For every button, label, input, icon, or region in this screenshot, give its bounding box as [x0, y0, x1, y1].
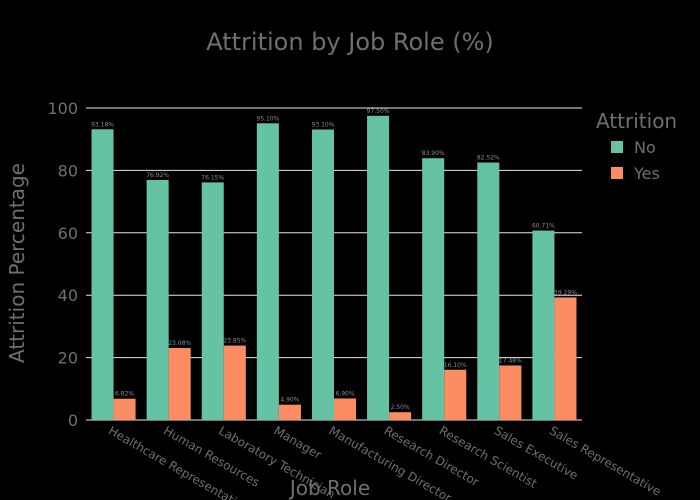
bar-yes-7 — [499, 365, 522, 420]
legend: Attrition No Yes — [596, 109, 677, 183]
bar-no-2 — [201, 182, 224, 420]
data-label: 39.29% — [554, 289, 577, 296]
y-axis-title: Attrition Percentage — [5, 163, 29, 363]
legend-label-yes: Yes — [633, 164, 660, 183]
y-axis-ticks: 0 20 40 60 80 100 — [47, 99, 78, 430]
x-axis-title: Job Role — [288, 476, 370, 500]
chart-title: Attrition by Job Role (%) — [206, 28, 494, 56]
data-label: 16.10% — [444, 362, 467, 369]
data-label: 82.52% — [477, 155, 500, 162]
bars — [91, 115, 577, 421]
legend-swatch-yes — [611, 167, 623, 179]
data-label: 23.08% — [168, 340, 191, 347]
legend-title: Attrition — [596, 109, 677, 133]
bar-yes-5 — [389, 412, 412, 420]
data-label: 93.10% — [312, 122, 335, 129]
data-label: 6.82% — [115, 391, 134, 398]
data-label: 83.90% — [422, 150, 445, 157]
y-tick-label: 40 — [58, 286, 78, 305]
legend-label-no: No — [634, 138, 656, 157]
y-tick-label: 100 — [47, 99, 78, 118]
data-label: 60.71% — [532, 223, 555, 230]
y-tick-label: 80 — [58, 161, 78, 180]
bar-no-3 — [256, 123, 279, 421]
data-labels: 93.18% 76.92% 76.15% 95.10% 93.10% 97.50% 83.9… — [91, 108, 577, 411]
y-tick-label: 20 — [58, 349, 78, 368]
bar-no-0 — [91, 129, 114, 421]
bar-no-4 — [311, 129, 334, 420]
data-label: 2.50% — [391, 404, 410, 411]
data-label: 17.48% — [499, 357, 522, 364]
bar-yes-8 — [554, 297, 577, 420]
bar-yes-1 — [168, 347, 191, 420]
bar-yes-2 — [223, 345, 246, 420]
data-label: 97.50% — [367, 108, 390, 115]
bar-yes-0 — [113, 398, 136, 420]
x-tick-label: Research Scientist — [437, 423, 540, 490]
bar-no-1 — [146, 180, 169, 420]
bar-no-7 — [477, 162, 500, 420]
bar-no-5 — [367, 115, 390, 421]
data-label: 76.15% — [201, 174, 224, 181]
data-label: 23.85% — [223, 338, 246, 345]
y-tick-label: 0 — [68, 411, 78, 430]
bar-no-8 — [532, 230, 555, 420]
y-tick-label: 60 — [58, 224, 78, 243]
data-label: 95.10% — [256, 115, 279, 122]
legend-swatch-no — [611, 141, 623, 153]
data-label: 6.90% — [335, 390, 354, 397]
bar-no-6 — [422, 158, 445, 420]
bar-yes-4 — [334, 398, 357, 420]
data-label: 4.90% — [280, 397, 299, 404]
bar-yes-3 — [278, 404, 301, 420]
data-label: 93.18% — [91, 121, 114, 128]
bar-yes-6 — [444, 369, 467, 420]
data-label: 76.92% — [146, 172, 169, 179]
